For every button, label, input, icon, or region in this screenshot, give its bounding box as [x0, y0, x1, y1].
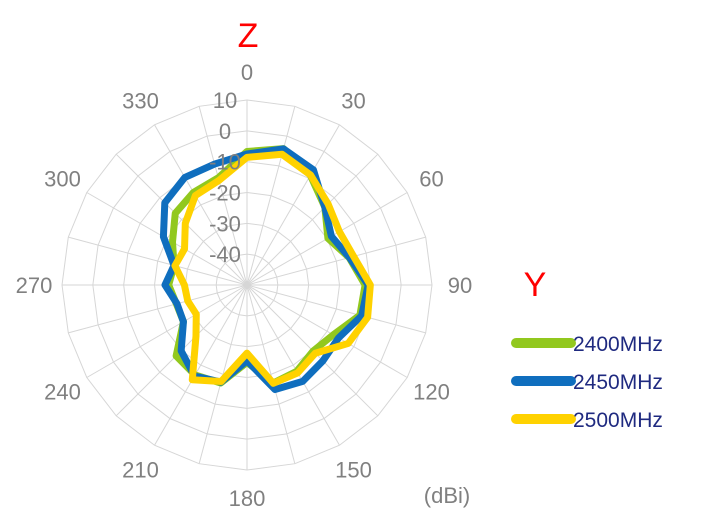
- angle-tick-labels: 0 30 60 90 120 150 180 210 240 270 300 330: [16, 60, 473, 511]
- legend-label: 2500MHz: [573, 409, 663, 432]
- grid-spoke: [246, 124, 340, 286]
- grid-spoke: [246, 284, 426, 334]
- radial-tick-label: -30: [209, 211, 241, 236]
- side-axis-label: Y: [524, 266, 547, 304]
- grid-spoke: [246, 153, 379, 286]
- grid-spoke: [86, 284, 248, 378]
- series-layer: [159, 145, 374, 394]
- angle-tick-label: 90: [448, 273, 472, 298]
- angle-tick-label: 240: [44, 380, 81, 405]
- radial-tick-label: -40: [209, 242, 241, 267]
- series-line-2500MHz: [171, 150, 374, 387]
- grid-spoke: [246, 284, 296, 464]
- grid-spoke: [246, 106, 296, 286]
- radial-tick-labels: 10 0 -10 -20 -30 -40: [209, 88, 241, 267]
- grid-spoke: [68, 284, 248, 334]
- chart-title: Z: [238, 17, 259, 55]
- grid-spoke: [115, 153, 248, 286]
- angle-tick-label: 270: [16, 273, 53, 298]
- angle-tick-label: 30: [341, 89, 365, 114]
- series-line-2450MHz: [159, 145, 372, 394]
- grid-spoke: [246, 284, 408, 378]
- angle-tick-label: 210: [122, 457, 159, 482]
- grid-spoke: [246, 236, 426, 286]
- unit-label: (dBi): [424, 483, 470, 508]
- angle-tick-label: 330: [122, 89, 159, 114]
- legend-label: 2450MHz: [573, 371, 663, 394]
- polar-grid: [61, 99, 433, 471]
- angle-tick-label: 150: [335, 457, 372, 482]
- radial-tick-label: -20: [209, 181, 241, 206]
- radial-tick-label: 10: [213, 88, 237, 113]
- legend: 2400MHz 2450MHz 2500MHz: [511, 333, 663, 432]
- radial-tick-label: 0: [219, 119, 231, 144]
- grid-spoke: [246, 284, 340, 446]
- legend-label: 2400MHz: [573, 333, 663, 356]
- angle-tick-label: 60: [419, 167, 443, 192]
- angle-tick-label: 120: [413, 380, 450, 405]
- angle-tick-label: 0: [241, 60, 253, 85]
- radial-tick-label: -10: [209, 150, 241, 175]
- angle-tick-label: 180: [229, 486, 266, 511]
- grid-spoke: [154, 124, 248, 286]
- grid-spoke: [198, 106, 248, 286]
- angle-tick-label: 300: [44, 167, 81, 192]
- grid-spoke: [154, 284, 248, 446]
- grid-spoke: [68, 236, 248, 286]
